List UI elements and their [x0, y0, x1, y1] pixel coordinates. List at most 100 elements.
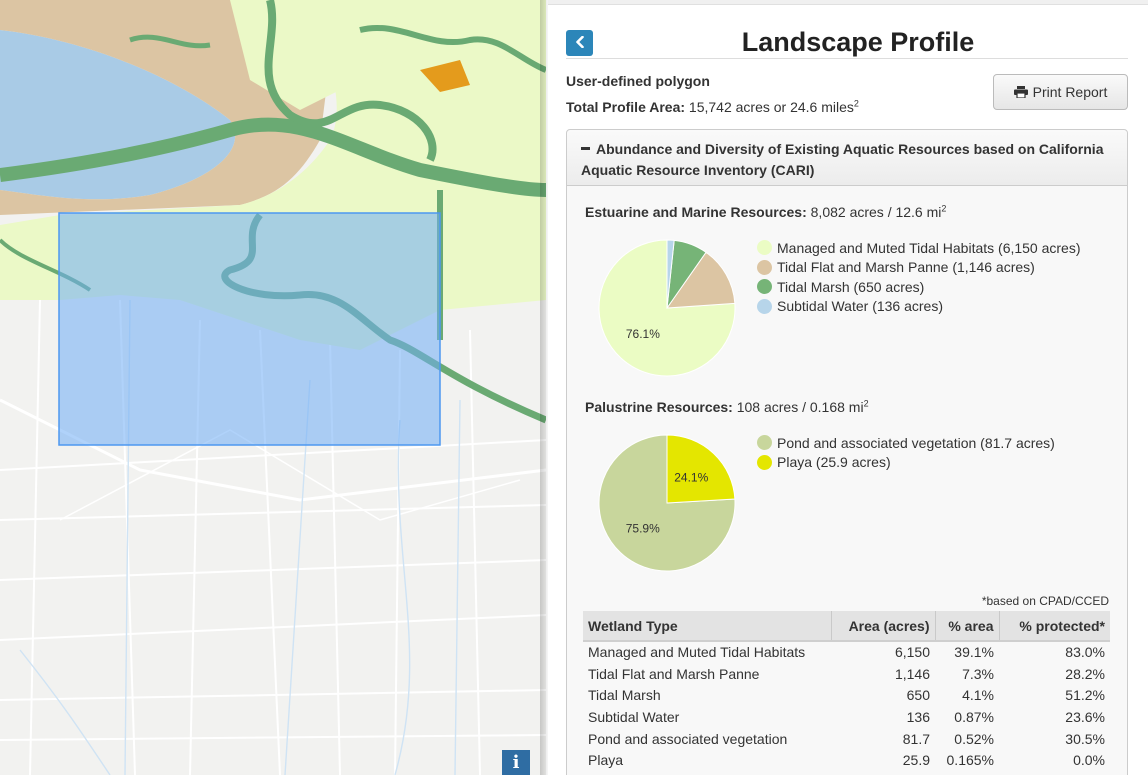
pie-data-label: 75.9% [626, 522, 660, 536]
section-header[interactable]: Abundance and Diversity of Existing Aqua… [567, 130, 1127, 186]
estuarine-legend: Managed and Muted Tidal Habitats (6,150 … [757, 238, 1081, 316]
legend-item: Tidal Marsh (650 acres) [757, 277, 1081, 297]
table-row: Managed and Muted Tidal Habitats 6,150 39.… [583, 641, 1110, 663]
cell-percent-area: 39.1% [954, 644, 994, 661]
estuarine-sup: 2 [941, 203, 947, 214]
legend-item: Tidal Flat and Marsh Panne (1,146 acres) [757, 258, 1081, 278]
collapse-minus-icon[interactable] [581, 146, 590, 150]
map-canvas[interactable] [0, 0, 546, 775]
total-area-sup: 2 [853, 98, 859, 109]
legend-swatch [757, 435, 772, 451]
map-info-button[interactable]: i [502, 750, 530, 775]
col-percent-protected[interactable]: % protected* [998, 611, 1110, 642]
cell-percent-protected: 83.0% [1065, 644, 1105, 661]
pie-slice[interactable] [666, 434, 736, 504]
legend-label: Playa (25.9 acres) [777, 454, 891, 471]
pie-slice[interactable] [665, 251, 736, 309]
legend-item: Pond and associated vegetation (81.7 acr… [757, 433, 1055, 453]
legend-label: Managed and Muted Tidal Habitats (6,150 … [777, 239, 1081, 256]
cell-wetland-type: Tidal Flat and Marsh Panne [588, 665, 760, 682]
cell-percent-area: 0.165% [946, 752, 994, 769]
cell-area: 650 [906, 687, 930, 704]
cell-percent-protected: 28.2% [1065, 665, 1105, 682]
back-button[interactable] [566, 30, 593, 56]
selection-polygon[interactable] [58, 212, 441, 446]
estuarine-pie-chart: 76.1% [598, 239, 736, 377]
table-row: Subtidal Water 136 0.87% 23.6% [583, 706, 1110, 728]
cell-percent-area: 0.52% [954, 730, 994, 747]
table-row: Tidal Flat and Marsh Panne 1,146 7.3% 28.2% [583, 663, 1110, 685]
cell-area: 136 [906, 708, 930, 725]
palustrine-label: Palustrine Resources: [585, 399, 733, 415]
map-street-grid [0, 299, 546, 775]
cell-wetland-type: Subtidal Water [588, 708, 680, 725]
cell-wetland-type: Playa [588, 752, 624, 769]
col-percent-area[interactable]: % area [934, 611, 999, 642]
wetland-table: Wetland Type Area (acres) % area % prote… [583, 611, 1110, 771]
cell-percent-protected: 0.0% [1073, 752, 1105, 769]
cell-wetland-type: Pond and associated vegetation [588, 730, 788, 747]
landscape-profile-panel: Landscape Profile User-defined polygon T… [548, 0, 1148, 775]
legend-item: Subtidal Water (136 acres) [757, 297, 1081, 317]
col-area-acres[interactable]: Area (acres) [830, 611, 935, 642]
col-wetland-type[interactable]: Wetland Type [583, 611, 831, 642]
legend-label: Subtidal Water (136 acres) [777, 298, 943, 315]
page-title: Landscape Profile [741, 27, 975, 57]
table-row: Pond and associated vegetation 81.7 0.52% 3… [583, 728, 1110, 750]
aquatic-resources-section: Abundance and Diversity of Existing Aqua… [566, 129, 1128, 775]
cell-wetland-type: Tidal Marsh [588, 687, 661, 704]
printer-icon [1013, 86, 1028, 98]
palustrine-pie-chart: 75.9% 24.1% [598, 434, 736, 572]
panel-top-border [548, 0, 1148, 5]
cell-area: 25.9 [902, 752, 930, 769]
cell-percent-protected: 23.6% [1065, 708, 1105, 725]
polygon-label: User-defined polygon [566, 73, 710, 89]
table-header-row: Wetland Type Area (acres) % area % prote… [583, 611, 1110, 642]
map-salt-ponds [420, 60, 470, 92]
pie-slice[interactable] [666, 239, 675, 309]
legend-label: Tidal Marsh (650 acres) [777, 278, 925, 295]
legend-item: Playa (25.9 acres) [757, 453, 1055, 473]
cell-percent-protected: 30.5% [1065, 730, 1105, 747]
cell-area: 81.7 [902, 730, 930, 747]
palustrine-value: 108 acres / 0.168 mi [736, 399, 864, 415]
cell-percent-protected: 51.2% [1065, 687, 1105, 704]
table-body: Managed and Muted Tidal Habitats 6,150 39.… [583, 641, 1110, 771]
table-row: Playa 25.9 0.165% 0.0% [583, 749, 1110, 771]
cell-area: 1,146 [894, 665, 930, 682]
total-profile-area: Total Profile Area: 15,742 acres or 24.6… [566, 99, 859, 115]
chevron-left-icon [575, 35, 584, 49]
print-report-label: Print Report [1032, 84, 1108, 100]
cell-percent-area: 4.1% [962, 687, 994, 704]
legend-swatch [757, 240, 772, 256]
cell-percent-area: 0.87% [954, 708, 994, 725]
palustrine-sup: 2 [863, 398, 869, 409]
section-header-text: Abundance and Diversity of Existing Aqua… [581, 141, 1104, 178]
print-report-button[interactable]: Print Report [993, 74, 1128, 110]
total-area-label: Total Profile Area: [566, 99, 686, 115]
cell-area: 6,150 [894, 644, 930, 661]
total-area-value: 15,742 acres or 24.6 miles [688, 99, 854, 115]
cell-percent-area: 7.3% [962, 665, 994, 682]
legend-swatch [757, 298, 772, 314]
map-view[interactable]: i [0, 0, 546, 775]
legend-swatch [757, 454, 772, 470]
estuarine-title: Estuarine and Marine Resources: 8,082 ac… [585, 204, 946, 220]
table-row: Tidal Marsh 650 4.1% 51.2% [583, 684, 1110, 706]
map-bay-water [0, 30, 236, 200]
panel-divider[interactable] [540, 0, 550, 775]
legend-swatch [757, 259, 772, 275]
legend-swatch [757, 279, 772, 295]
cell-wetland-type: Managed and Muted Tidal Habitats [588, 644, 806, 661]
legend-label: Pond and associated vegetation (81.7 acr… [777, 434, 1055, 451]
title-divider [566, 58, 1128, 59]
pie-data-label: 76.1% [626, 327, 660, 341]
estuarine-value: 8,082 acres / 12.6 mi [810, 204, 942, 220]
estuarine-label: Estuarine and Marine Resources: [585, 204, 807, 220]
legend-item: Managed and Muted Tidal Habitats (6,150 … [757, 238, 1081, 258]
pie-data-label: 24.1% [674, 470, 708, 484]
legend-label: Tidal Flat and Marsh Panne (1,146 acres) [777, 259, 1035, 276]
palustrine-title: Palustrine Resources: 108 acres / 0.168 … [585, 399, 869, 415]
palustrine-legend: Pond and associated vegetation (81.7 acr… [757, 433, 1055, 472]
map-creeks [19, 299, 461, 775]
